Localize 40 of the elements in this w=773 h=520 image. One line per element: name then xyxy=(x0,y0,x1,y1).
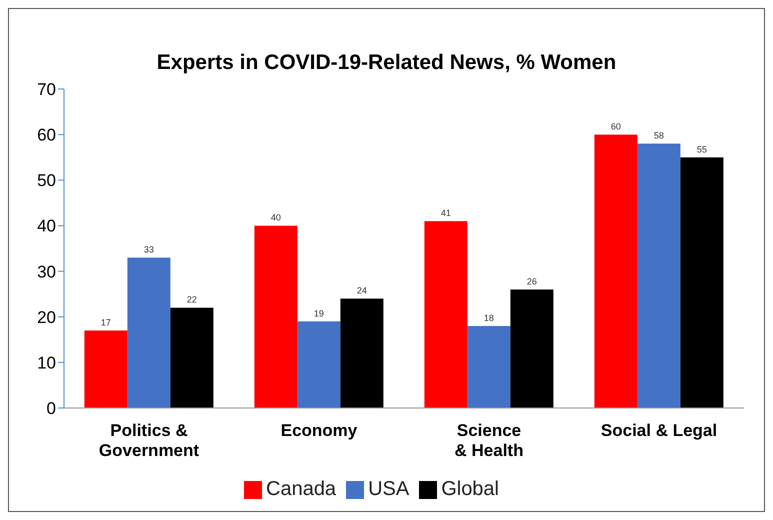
data-label: 41 xyxy=(440,208,451,218)
data-label: 19 xyxy=(314,308,324,318)
bar xyxy=(424,221,468,408)
bar xyxy=(680,157,724,408)
bar xyxy=(254,226,298,408)
data-label: 22 xyxy=(186,294,197,305)
data-label: 55 xyxy=(696,144,707,154)
legend-label: USA xyxy=(368,478,410,500)
y-tick-label: 30 xyxy=(37,262,56,282)
legend-label: Global xyxy=(441,478,499,500)
data-label: 24 xyxy=(356,286,367,296)
x-tick-label: Social & Legal xyxy=(600,421,718,440)
y-tick-label: 70 xyxy=(37,80,56,100)
y-tick-label: 60 xyxy=(37,126,56,145)
data-label: 26 xyxy=(526,276,537,287)
y-tick-label: 50 xyxy=(37,171,56,190)
data-label: 60 xyxy=(610,122,621,132)
data-label: 58 xyxy=(654,130,664,141)
y-tick-label: 0 xyxy=(46,399,56,418)
bar xyxy=(127,258,170,408)
y-tick-label: 40 xyxy=(37,216,56,236)
bar xyxy=(340,298,384,408)
bar xyxy=(637,144,680,408)
x-tick-label: Politics & Government xyxy=(98,421,200,460)
data-label: 40 xyxy=(270,212,281,223)
data-label: 18 xyxy=(484,312,494,323)
bar xyxy=(510,290,554,408)
x-tick-label: Science & Health xyxy=(454,421,524,460)
x-tick-label: Economy xyxy=(280,421,358,440)
y-tick-label: 20 xyxy=(37,308,56,327)
data-label: 17 xyxy=(100,318,111,328)
bar xyxy=(297,321,340,408)
data-label: 33 xyxy=(144,244,154,255)
legend-label: Canada xyxy=(266,478,336,500)
bar xyxy=(467,326,510,408)
y-tick-label: 10 xyxy=(37,353,56,372)
bar xyxy=(84,330,128,408)
chart-title: Experts in COVID-19-Related News, % Women xyxy=(156,51,618,75)
bar xyxy=(594,134,638,408)
bar xyxy=(170,308,214,408)
